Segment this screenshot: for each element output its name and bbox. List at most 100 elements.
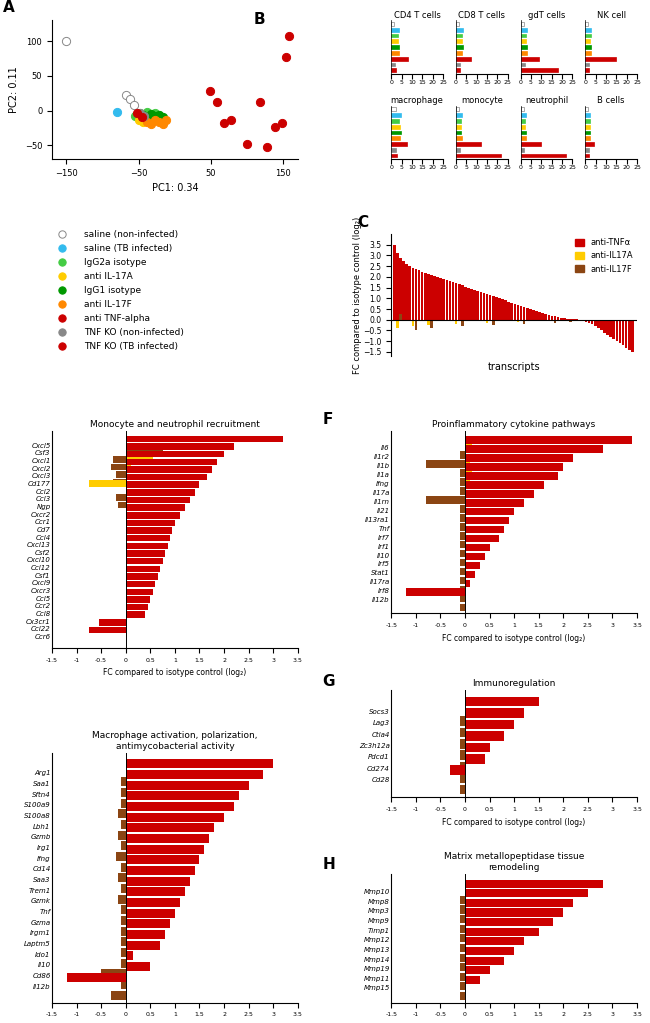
Bar (125, 535, 170, 541)
Y-axis label: PC2: 0.11: PC2: 0.11 (9, 66, 20, 114)
Bar (121, 937, 125, 946)
Bar (585, 45, 591, 49)
Bar (504, 301, 507, 320)
Bar (460, 505, 465, 513)
Title: Macrophage activation, polarization,
antimycobacterial activity: Macrophage activation, polarization, ant… (92, 731, 257, 751)
Title: B cells: B cells (597, 96, 625, 105)
Bar (391, 148, 396, 151)
Bar (465, 445, 603, 453)
Bar (508, 302, 510, 320)
Point (154, 106, 164, 123)
Bar (495, 298, 498, 320)
Bar (125, 963, 150, 971)
Bar (460, 727, 465, 738)
Bar (125, 612, 146, 618)
Bar (125, 824, 214, 833)
Title: Monocyte and neutrophil recruitment: Monocyte and neutrophil recruitment (90, 419, 260, 429)
Bar (460, 963, 465, 971)
Bar (486, 294, 488, 320)
Bar (585, 40, 590, 43)
Bar (455, 283, 458, 320)
Bar (121, 777, 125, 787)
Bar (125, 566, 160, 572)
Bar (465, 743, 489, 752)
Bar (456, 69, 460, 73)
Bar (585, 148, 589, 151)
Bar (465, 437, 632, 444)
Bar (430, 275, 433, 320)
Bar (125, 465, 131, 472)
Bar (460, 944, 465, 952)
Bar (121, 820, 125, 829)
Text: anti TNF-alpha: anti TNF-alpha (84, 314, 150, 323)
Bar (521, 153, 566, 158)
Bar (563, 318, 566, 320)
Bar (391, 125, 400, 129)
Bar (465, 928, 539, 936)
Bar (521, 107, 524, 112)
Bar (585, 142, 593, 146)
Bar (465, 463, 564, 471)
Point (133, 113, 144, 129)
Bar (464, 286, 467, 320)
Point (142, 115, 153, 131)
Bar (121, 905, 125, 915)
Bar (125, 451, 224, 457)
Bar (465, 444, 473, 451)
Bar (111, 463, 125, 471)
Bar (460, 905, 465, 914)
Point (157, 117, 168, 133)
Bar (411, 320, 414, 326)
Bar (600, 320, 603, 330)
Bar (460, 515, 465, 522)
Bar (125, 573, 158, 580)
Text: IgG2a isotype: IgG2a isotype (84, 258, 146, 267)
Bar (125, 855, 200, 864)
Bar (391, 23, 395, 26)
Bar (465, 480, 470, 487)
Bar (391, 114, 400, 117)
Bar (460, 785, 465, 794)
Point (142, 109, 153, 126)
Bar (465, 697, 539, 707)
Bar (396, 254, 398, 320)
Y-axis label: FC compared to isotype control (log₂): FC compared to isotype control (log₂) (352, 217, 361, 373)
Bar (424, 272, 426, 320)
Bar (594, 320, 597, 321)
Bar (430, 320, 433, 328)
Bar (616, 320, 618, 321)
Bar (498, 299, 501, 320)
Bar (125, 520, 175, 526)
Point (129, 97, 139, 114)
Bar (476, 291, 479, 320)
Bar (125, 497, 190, 503)
Point (280, 48, 291, 64)
Bar (523, 320, 525, 324)
Point (255, 94, 265, 110)
Bar (465, 754, 485, 763)
Point (120, 87, 131, 103)
Bar (125, 558, 162, 565)
Title: macrophage: macrophage (391, 96, 443, 105)
Bar (121, 917, 125, 925)
Bar (585, 131, 590, 134)
Bar (116, 852, 125, 861)
Bar (89, 627, 125, 633)
Bar (125, 908, 175, 918)
Text: A: A (3, 0, 14, 15)
Bar (427, 320, 430, 325)
Bar (582, 320, 584, 321)
Bar (622, 320, 625, 346)
Bar (465, 966, 489, 974)
Bar (415, 320, 417, 330)
Bar (125, 920, 170, 929)
Bar (125, 457, 153, 463)
Bar (125, 482, 200, 488)
Bar (99, 619, 125, 626)
Bar (521, 34, 526, 38)
Bar (439, 278, 442, 320)
Bar (121, 980, 125, 989)
Bar (460, 953, 465, 962)
Text: H: H (322, 856, 335, 872)
Point (259, 198, 270, 215)
